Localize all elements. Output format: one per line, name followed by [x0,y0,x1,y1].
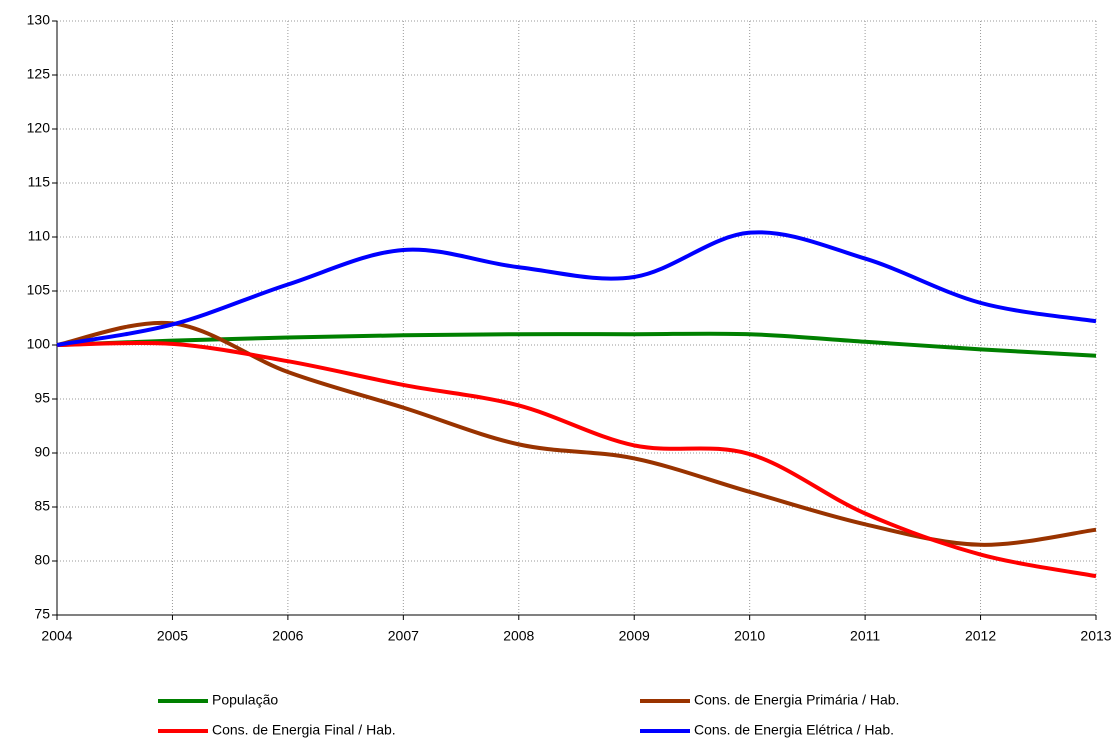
x-tick-label: 2009 [619,628,650,644]
y-tick-label: 100 [27,336,51,352]
x-tick-label: 2006 [272,628,303,644]
x-tick-label: 2012 [965,628,996,644]
legend-label: Cons. de Energia Primária / Hab. [694,692,899,708]
y-tick-label: 75 [34,606,50,622]
x-tick-label: 2005 [157,628,188,644]
legend-label: População [212,692,278,708]
y-tick-label: 95 [34,390,50,406]
legend-label: Cons. de Energia Final / Hab. [212,722,396,738]
series-line [56,331,1097,358]
series-line [56,230,1097,347]
x-tick-label: 2007 [388,628,419,644]
y-tick-label: 115 [28,174,51,190]
y-tick-label: 125 [27,66,51,82]
y-tick-label: 120 [27,120,51,136]
x-tick-label: 2013 [1080,628,1111,644]
y-tick-label: 130 [27,12,51,28]
series-line [56,340,1097,579]
y-tick-label: 90 [34,444,50,460]
y-tick-label: 110 [28,228,51,244]
x-tick-label: 2004 [41,628,72,644]
y-tick-label: 105 [27,282,51,298]
x-tick-label: 2011 [850,628,880,644]
x-tick-label: 2008 [503,628,534,644]
y-tick-label: 85 [34,498,50,514]
series-line [56,320,1097,547]
legend-label: Cons. de Energia Elétrica / Hab. [694,722,894,738]
x-tick-label: 2010 [734,628,765,644]
y-tick-label: 80 [34,552,50,568]
